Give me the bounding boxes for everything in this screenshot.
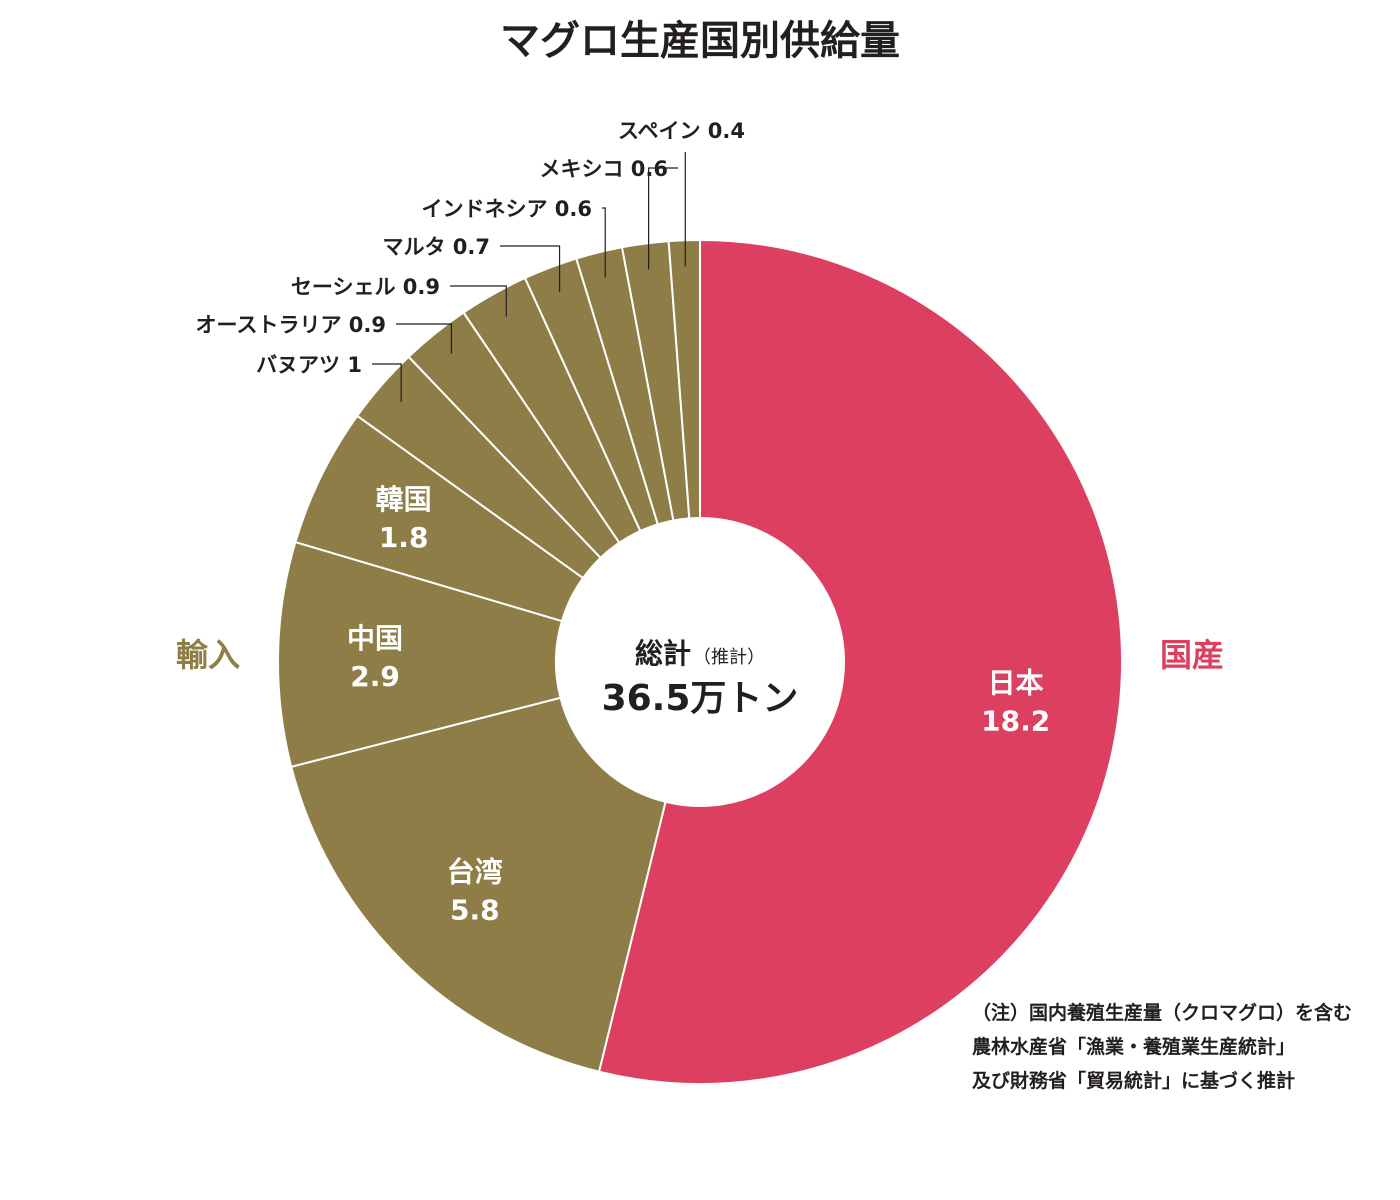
footnote: （注）国内養殖生産量（クロマグロ）を含む 農林水産省「漁業・養殖業生産統計」 及… bbox=[972, 996, 1392, 1098]
group-label-import: 輸入 bbox=[176, 636, 240, 674]
callout-label: セーシェル 0.9 bbox=[291, 275, 440, 299]
callout-label: メキシコ 0.6 bbox=[539, 157, 668, 181]
leader-line bbox=[602, 207, 606, 278]
footnote-line: 農林水産省「漁業・養殖業生産統計」 bbox=[972, 1036, 1296, 1058]
callout-label: インドネシア 0.6 bbox=[421, 197, 592, 221]
leader-line bbox=[396, 323, 453, 354]
slice-value-label: 18.2 bbox=[981, 704, 1050, 737]
callout-label: オーストラリア 0.9 bbox=[196, 313, 386, 337]
footnote-line: （注）国内養殖生産量（クロマグロ）を含む bbox=[972, 1002, 1353, 1024]
group-label-domestic: 国産 bbox=[1160, 636, 1224, 674]
slice-value-label: 2.9 bbox=[350, 660, 400, 693]
leader-line bbox=[450, 285, 507, 317]
slice-1 bbox=[597, 238, 1123, 1085]
slice-name-label: 中国 bbox=[347, 622, 403, 655]
slice-name-label: 台湾 bbox=[447, 855, 503, 888]
leader-line bbox=[648, 167, 678, 270]
callout-label: バヌアツ 1 bbox=[256, 353, 362, 377]
center-title: 総計 bbox=[635, 637, 691, 670]
slice-3 bbox=[277, 540, 564, 769]
slice-value-label: 1.8 bbox=[379, 521, 429, 554]
svg-text:総計（推計）: 総計 （推計） bbox=[635, 637, 765, 670]
slice-2 bbox=[290, 696, 667, 1073]
leader-line bbox=[500, 245, 561, 292]
slice-11 bbox=[667, 238, 701, 520]
callout-label: マルタ 0.7 bbox=[382, 235, 490, 259]
leader-line bbox=[372, 363, 402, 403]
chart-title: マグロ生産国別供給量 bbox=[500, 18, 900, 64]
footnote-line: 及び財務省「貿易統計」に基づく推計 bbox=[972, 1070, 1296, 1092]
center-summary: 総計 （推計） 36.5万トン bbox=[602, 637, 799, 719]
center-note: （推計） bbox=[693, 647, 765, 668]
slice-name-label: 韓国 bbox=[376, 483, 432, 516]
center-total: 36.5万トン bbox=[602, 678, 799, 719]
callout-label: スペイン 0.4 bbox=[618, 119, 745, 143]
slice-value-label: 5.8 bbox=[450, 893, 500, 926]
slice-name-label: 日本 bbox=[988, 666, 1044, 699]
